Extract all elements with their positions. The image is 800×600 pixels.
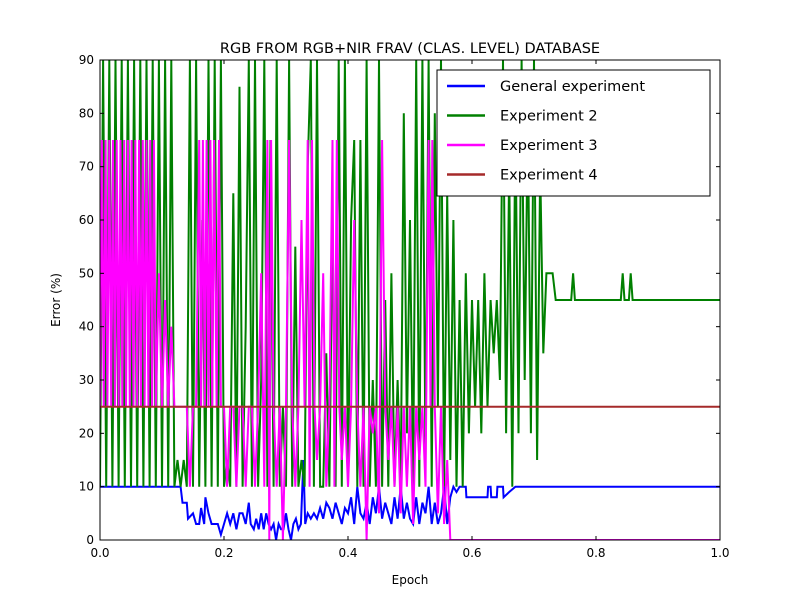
y-tick-label: 90 [79, 53, 94, 67]
x-tick-label: 0.8 [586, 546, 605, 560]
y-tick-label: 0 [86, 533, 94, 547]
plot-frame [99, 59, 721, 541]
chart-title: RGB FROM RGB+NIR FRAV (CLAS. LEVEL) DATA… [220, 41, 600, 57]
y-tick-label: 60 [79, 213, 94, 227]
y-tick-label: 20 [79, 426, 94, 440]
legend-label-4: Experiment 4 [500, 168, 598, 184]
legend-label-3: Experiment 3 [500, 138, 598, 154]
y-tick-label: 30 [79, 373, 94, 387]
x-tick-label: 0.2 [214, 546, 233, 560]
x-tick-label: 1.0 [710, 546, 729, 560]
y-tick-label: 80 [79, 106, 94, 120]
series-line-2 [100, 60, 720, 488]
legend-label-2: Experiment 2 [500, 109, 598, 125]
x-axis-label: Epoch [392, 573, 429, 587]
y-tick-label: 70 [79, 160, 94, 174]
x-tick-label: 0.0 [90, 546, 109, 560]
legend-label-1: General experiment [500, 79, 645, 95]
axis-ticks: 0.0 0.2 0.4 0.6 0.8 1.0 0 10 20 30 40 50 60 70 80 90 [79, 53, 730, 560]
series-layer [100, 60, 720, 540]
y-tick-label: 10 [79, 480, 94, 494]
x-tick-label: 0.4 [338, 546, 357, 560]
y-axis-label: Error (%) [49, 273, 63, 327]
legend: General experiment Experiment 2 Experiment… [436, 69, 711, 197]
y-tick-label: 40 [79, 320, 94, 334]
y-tick-label: 50 [79, 266, 94, 280]
x-tick-label: 0.6 [462, 546, 481, 560]
